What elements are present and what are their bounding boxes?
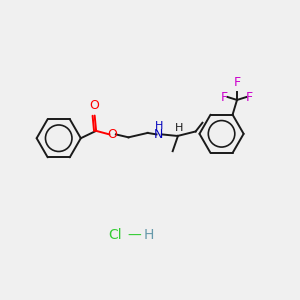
Text: —: — — [127, 228, 141, 242]
Text: Cl: Cl — [108, 228, 122, 242]
Text: N: N — [154, 128, 164, 141]
Text: H: H — [175, 123, 184, 133]
Text: O: O — [90, 99, 100, 112]
Text: F: F — [221, 91, 228, 103]
Text: H: H — [143, 228, 154, 242]
Text: F: F — [246, 91, 253, 103]
Text: H: H — [154, 121, 163, 131]
Text: F: F — [233, 76, 241, 89]
Text: O: O — [107, 128, 117, 141]
